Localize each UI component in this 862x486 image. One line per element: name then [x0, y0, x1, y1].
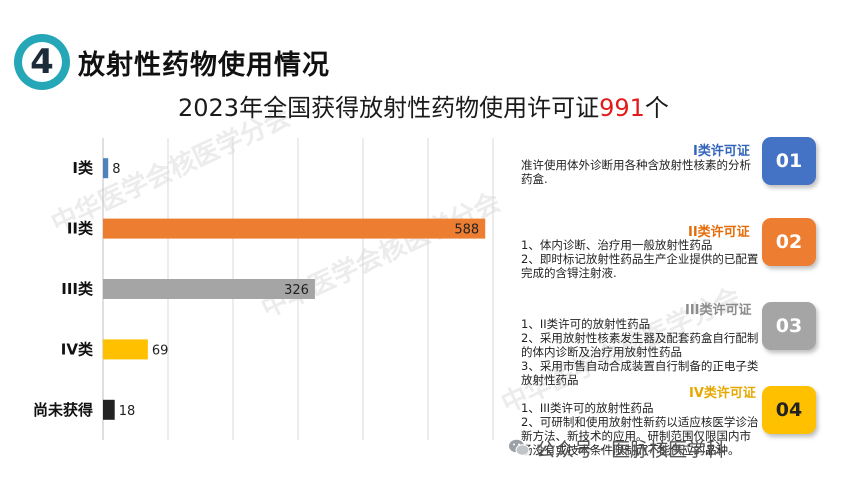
category-label: 尚未获得	[33, 401, 93, 419]
license-type-title: III类许可证	[685, 303, 752, 318]
license-type-title: IV类许可证	[689, 386, 756, 401]
wechat-icon	[509, 439, 530, 456]
section-number-badge: 4	[14, 34, 70, 90]
bar	[103, 399, 115, 420]
license-type-title: I类许可证	[693, 144, 750, 159]
bar	[103, 158, 109, 179]
section-header: 4 放射性药物使用情况	[14, 34, 330, 90]
subtitle-prefix: 2023年全国获得放射性药物使用许可证	[178, 94, 600, 122]
footer-brand: 公众号 · 医脉核医学科	[508, 436, 726, 461]
bar-chart-svg: I类 8 II类 588 III类 326 IV类 69 尚未获得 18	[33, 138, 494, 440]
license-count: 991	[599, 94, 645, 122]
license-type-description: 1、II类许可的放射性药品 2、采用放射性核素发生器及配套药盒自行配制的体内诊断及…	[521, 317, 761, 387]
license-type-title: II类许可证	[688, 225, 750, 240]
chart-subtitle: 2023年全国获得放射性药物使用许可证991个	[178, 88, 738, 122]
value-label: 326	[284, 283, 309, 298]
description-line: 1、体内诊断、治疗用一般放射性药品	[521, 238, 713, 252]
category-label: III类	[61, 280, 94, 298]
section-number: 4	[22, 42, 62, 82]
license-type-description: 准许使用体外诊断用各种含放射性核素的分析药盒.	[521, 158, 761, 186]
description-line: 1、II类许可的放射性药品	[521, 317, 651, 331]
bar	[103, 279, 315, 299]
category-label: IV类	[61, 340, 94, 358]
bar-chart: I类 8 II类 588 III类 326 IV类 69 尚未获得 18	[33, 138, 494, 440]
description-line: 3、采用市售自动合成装置自行制备的正电子类放射性药品	[521, 359, 759, 387]
footer-brand-text: 公众号 · 医脉核医学科	[536, 438, 726, 461]
bar	[103, 218, 486, 239]
description-line: 2、即时标记放射性药品生产企业提供的已配置完成的含锝注射液.	[521, 252, 759, 280]
license-number-box: 04	[762, 386, 816, 434]
value-label: 8	[112, 162, 120, 177]
bar	[103, 339, 148, 360]
license-number-box: 03	[762, 302, 816, 350]
value-label: 18	[119, 404, 136, 419]
license-type-description: 1、III类许可的放射性药品 2、可研制和使用放射性新药以适应核医学诊治新方法、新…	[521, 401, 761, 457]
category-label: II类	[67, 220, 94, 238]
subtitle-suffix: 个	[644, 94, 669, 122]
license-number-box: 02	[762, 218, 816, 266]
license-number-box: 01	[762, 137, 816, 185]
value-label: 69	[152, 343, 169, 358]
value-label: 588	[454, 223, 479, 238]
description-line: 1、III类许可的放射性药品	[521, 401, 654, 415]
description-line: 准许使用体外诊断用各种含放射性核素的分析药盒.	[521, 158, 751, 186]
category-label: I类	[72, 159, 94, 177]
description-line: 2、可研制和使用放射性新药以适应核医学诊治新方法、新技术的应用。研制范围仅限国内…	[521, 415, 759, 457]
license-legend-panel: I类许可证 准许使用体外诊断用各种含放射性核素的分析药盒. 01 II类许可证 1、体内…	[505, 0, 855, 486]
section-title: 放射性药物使用情况	[78, 49, 330, 81]
description-line: 2、采用放射性核素发生器及配套药盒自行配制的体内诊断及治疗用放射性药品	[521, 331, 759, 359]
license-type-description: 1、体内诊断、治疗用一般放射性药品 2、即时标记放射性药品生产企业提供的已配置完成…	[521, 238, 761, 280]
